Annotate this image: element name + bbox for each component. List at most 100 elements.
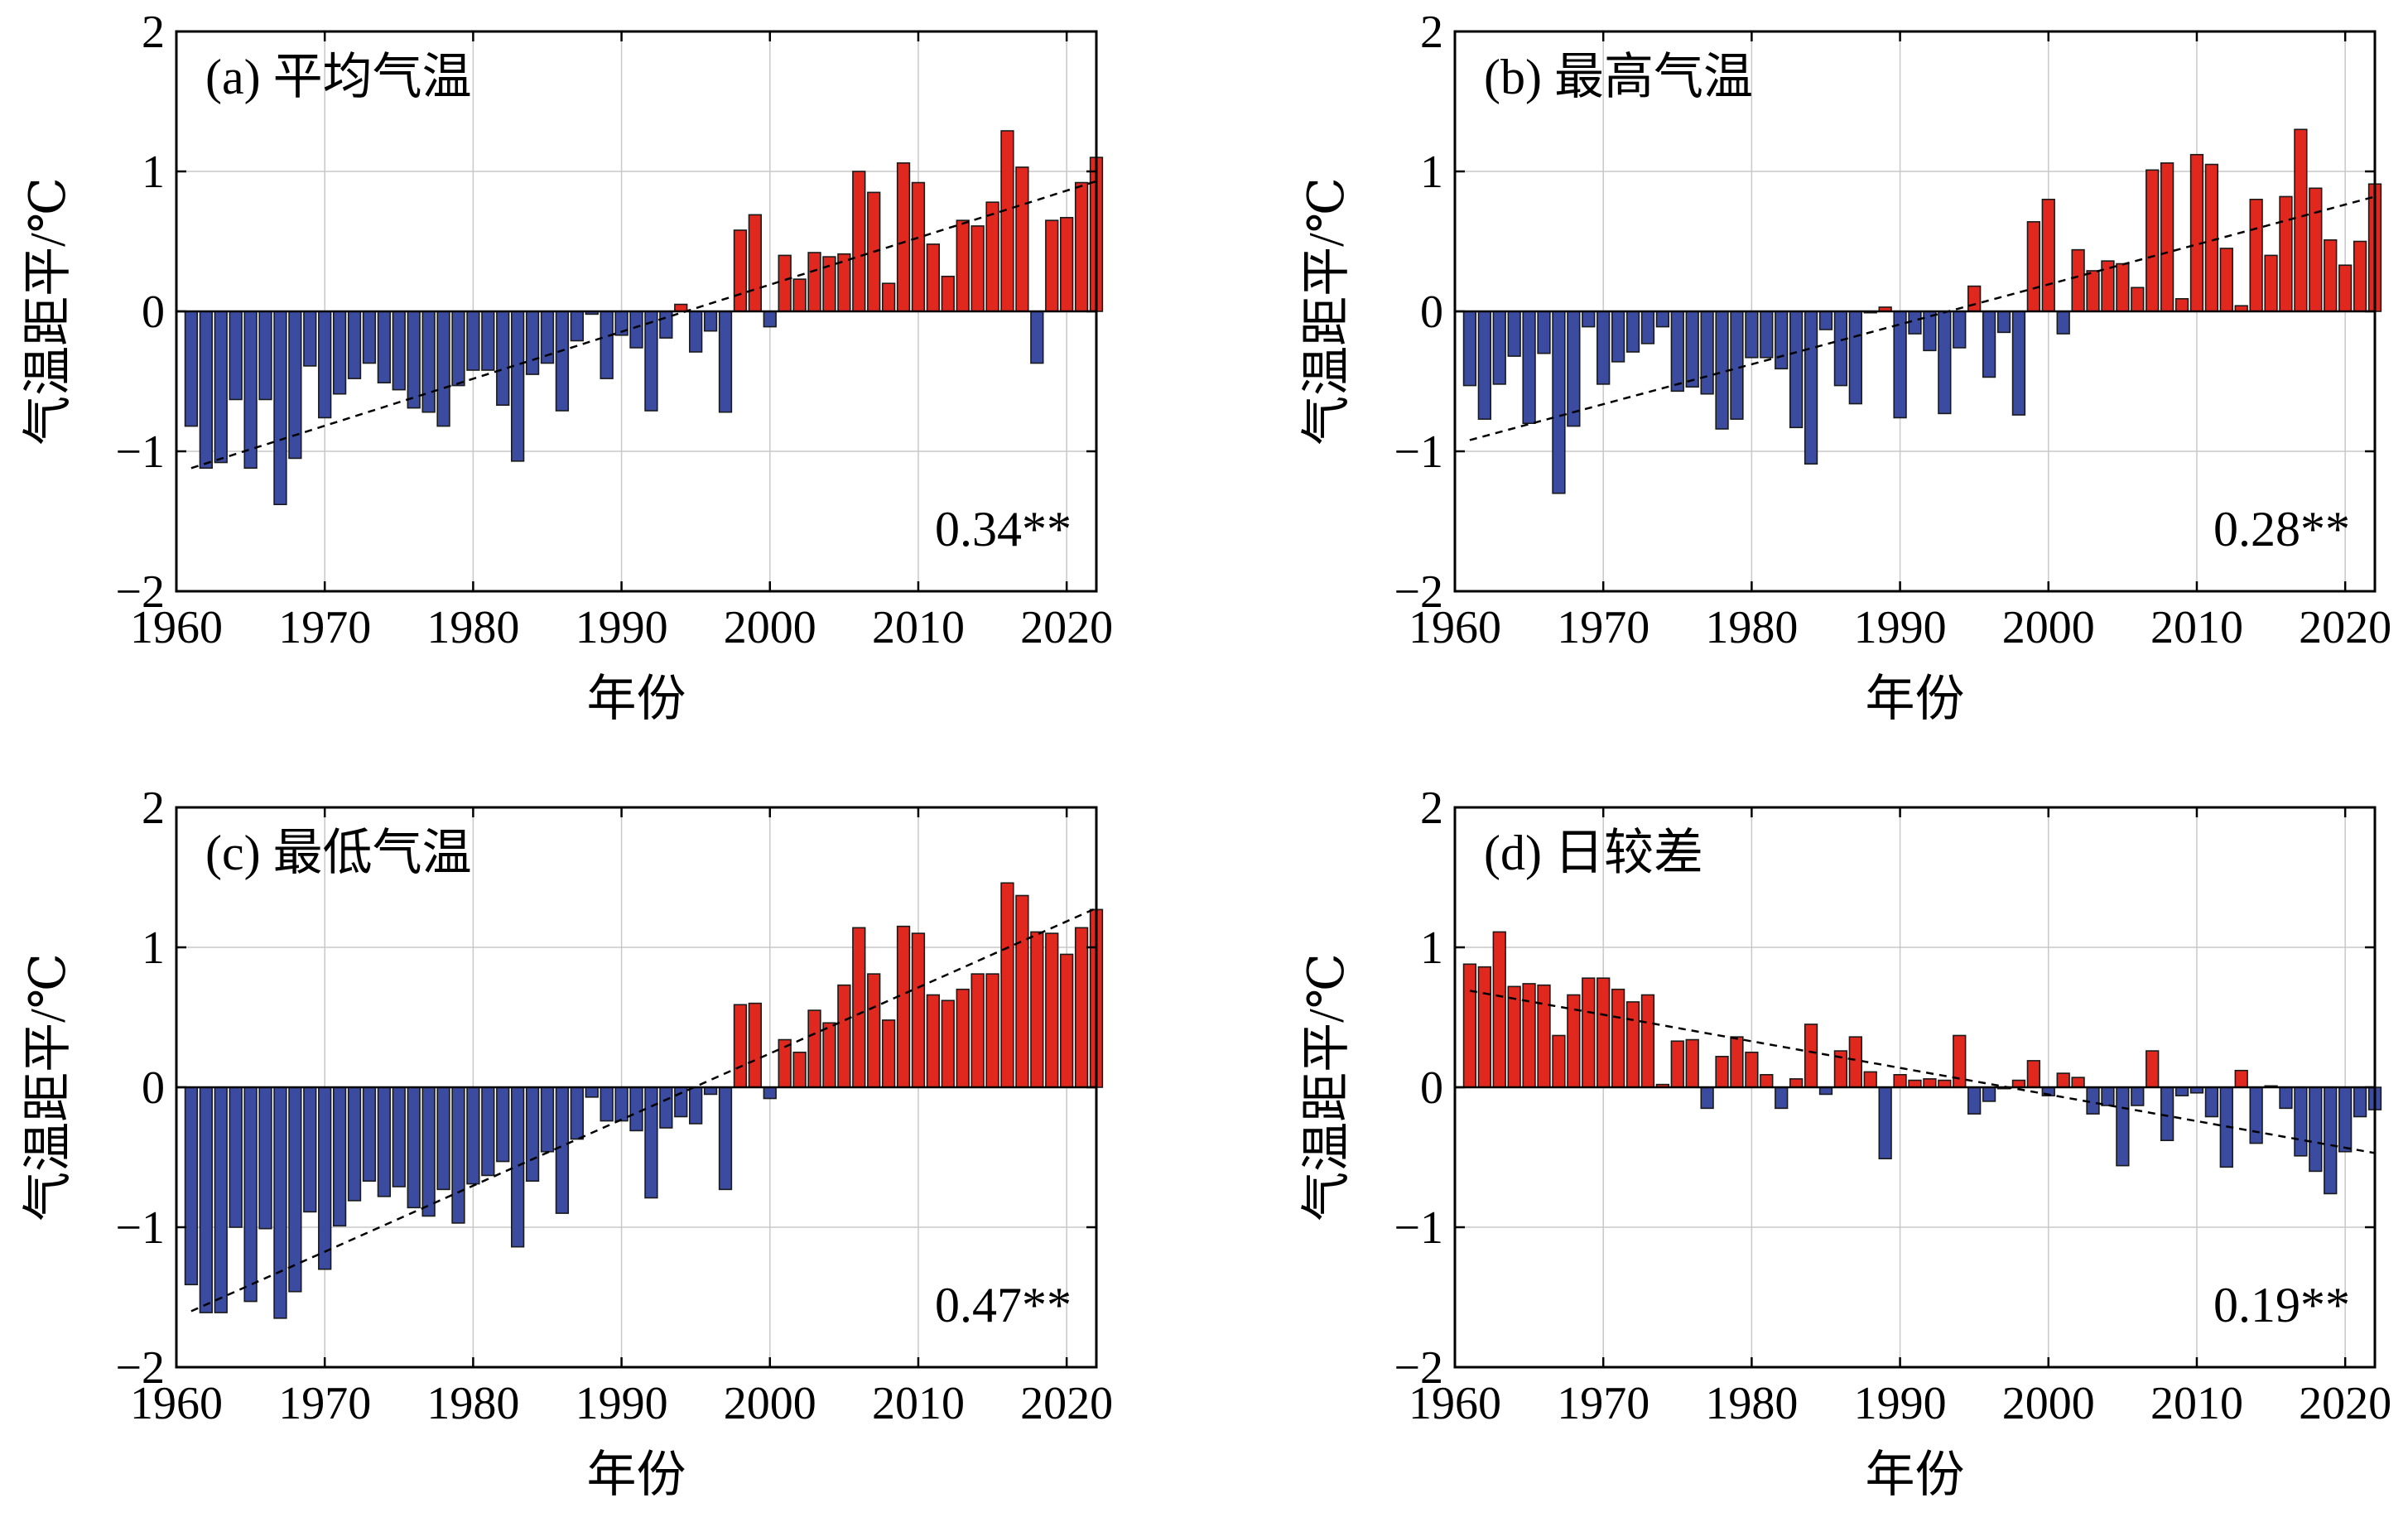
panel-d-bar-1967 — [1552, 1034, 1566, 1088]
panel-d-bar-2006 — [2131, 1086, 2145, 1106]
panel-c-bar-1981 — [481, 1086, 495, 1177]
panel-d-bar-1961 — [1462, 963, 1477, 1088]
panel-c: 1960 1970 1980 1990 2000 2010 2020 −2 −1 0 1 2 气温距平… — [21, 783, 1113, 1502]
panel-b-bar-1984 — [1804, 311, 1818, 465]
panel-d-ytick-label-2: 2 — [1420, 783, 1443, 834]
panel-a-bar-1966 — [258, 311, 272, 401]
panel-c-bar-1964 — [229, 1086, 243, 1228]
panel-a-bar-2017 — [1015, 166, 1029, 312]
panel-b: 1960 1970 1980 1990 2000 2010 2020 −2 −1 0 1 2 气温距平… — [1299, 7, 2391, 726]
panel-b-bar-2015 — [2264, 254, 2278, 312]
panel-d-bar-1983 — [1789, 1078, 1804, 1088]
panel-b-trend-line — [1469, 195, 2376, 441]
panel-d-bar-1984 — [1804, 1024, 1818, 1088]
panel-c-bar-1965 — [243, 1086, 258, 1303]
panel-c-bar-2005 — [837, 984, 851, 1088]
panel-b-ytick-label-0: 0 — [1420, 287, 1443, 338]
panel-c-bar-2012 — [941, 1000, 955, 1088]
panel-a-bar-1975 — [392, 311, 406, 391]
panel-d-bar-2021 — [2353, 1086, 2367, 1118]
panel-c-ylabel: 气温距平/℃ — [21, 953, 75, 1221]
panel-c-bar-1999 — [748, 1002, 763, 1088]
panel-c-bar-2013 — [956, 988, 970, 1088]
panel-b-bar-1962 — [1477, 311, 1491, 420]
panel-d-bar-2001 — [2056, 1072, 2070, 1088]
panel-d-bar-2014 — [2249, 1086, 2263, 1144]
panel-a-bar-1979 — [451, 311, 465, 387]
panel-a-bar-2018 — [1030, 311, 1044, 364]
panel-c-bar-2021 — [1074, 927, 1089, 1088]
panel-a-plot-area: 1960 1970 1980 1990 2000 2010 2020 −2 −1 0 1 2 — [115, 7, 1113, 653]
panel-d-bar-2002 — [2071, 1077, 2085, 1088]
panel-b-ytick-label-m1: −1 — [1394, 426, 1443, 478]
panel-c-bar-1983 — [510, 1086, 525, 1248]
panel-d-bar-1966 — [1537, 984, 1551, 1088]
panel-d-bar-1987 — [1848, 1036, 1862, 1088]
panel-a-bar-2016 — [1000, 130, 1014, 312]
panel-c-bar-1986 — [555, 1086, 570, 1214]
panel-c-bar-1972 — [347, 1086, 362, 1202]
panel-b-bar-1975 — [1670, 311, 1684, 393]
panel-d-bar-1996 — [1982, 1086, 1996, 1102]
panel-a-xtick-label-1970: 1970 — [278, 602, 371, 653]
panel-c-bar-2011 — [926, 994, 941, 1088]
panel-a-bar-2009 — [896, 162, 911, 312]
panel-b-bar-1961 — [1462, 311, 1477, 387]
panel-b-bar-1999 — [2026, 221, 2041, 312]
panel-b-bar-1979 — [1730, 311, 1744, 420]
panel-a-title: (a) 平均气温 — [205, 50, 472, 104]
panel-d-bar-1978 — [1715, 1056, 1729, 1088]
panel-a-bar-1980 — [466, 311, 480, 371]
panel-d-bar-1975 — [1670, 1040, 1684, 1088]
panel-d-ylabel: 气温距平/℃ — [1299, 953, 1354, 1221]
panel-b-bar-1971 — [1611, 311, 1625, 363]
panel-d-bar-1971 — [1611, 988, 1625, 1088]
panel-c-bar-2017 — [1015, 894, 1029, 1088]
panel-d-bar-1964 — [1507, 985, 1521, 1088]
panel-a-bar-1989 — [600, 311, 614, 379]
panel-d-bar-1965 — [1522, 983, 1536, 1088]
panel-a-bar-1984 — [525, 311, 540, 375]
panel-c-bar-1993 — [659, 1086, 673, 1129]
panel-a-bar-1964 — [229, 311, 243, 401]
panel-c-xtick-label-2000: 2000 — [724, 1378, 816, 1429]
panel-b-plot-area: 1960 1970 1980 1990 2000 2010 2020 −2 −1 0 1 2 — [1394, 7, 2391, 653]
panel-b-xtick-label-1980: 1980 — [1705, 602, 1798, 653]
panel-b-bar-1965 — [1522, 311, 1536, 424]
panel-b-title: (b) 最高气温 — [1484, 50, 1753, 104]
panel-d-bar-2005 — [2116, 1086, 2130, 1167]
panel-d-bar-1995 — [1967, 1086, 1982, 1115]
panel-a-bar-2020 — [1060, 216, 1074, 312]
panel-c-xlabel: 年份 — [587, 1448, 686, 1502]
panel-b-bar-1983 — [1789, 311, 1804, 429]
panel-a: 1960 1970 1980 1990 2000 2010 2020 −2 −1 0 1 2 气温距平… — [21, 7, 1113, 726]
panel-b-bar-2003 — [2086, 270, 2100, 312]
panel-d-ytick-label-0: 0 — [1420, 1062, 1443, 1114]
panel-b-bar-1969 — [1582, 311, 1596, 328]
panel-c-bar-2008 — [881, 1019, 896, 1088]
panel-b-bar-1985 — [1818, 311, 1833, 330]
panel-c-bar-1967 — [273, 1086, 287, 1319]
panel-d-bar-2016 — [2279, 1086, 2293, 1110]
panel-c-ytick-label-m1: −1 — [115, 1202, 165, 1254]
panel-c-ytick-label-1: 1 — [142, 922, 165, 974]
panel-c-bar-1977 — [421, 1086, 436, 1217]
panel-c-bar-1973 — [362, 1086, 377, 1183]
panel-d-xtick-label-1990: 1990 — [1854, 1378, 1947, 1429]
panel-a-bar-2003 — [807, 252, 821, 312]
panel-a-bar-1997 — [718, 311, 733, 413]
panel-b-xlabel: 年份 — [1866, 672, 1965, 726]
panel-d-bar-1999 — [2026, 1060, 2041, 1088]
panel-c-title: (c) 最低气温 — [205, 826, 472, 880]
panel-a-bar-1983 — [510, 311, 525, 462]
panel-b-bar-1981 — [1760, 311, 1774, 359]
panel-c-bar-1987 — [570, 1086, 584, 1140]
panel-d-bar-1968 — [1567, 994, 1581, 1088]
panel-a-bar-1993 — [659, 311, 673, 339]
panel-c-bar-1982 — [496, 1086, 510, 1163]
panel-c-bar-1974 — [377, 1086, 392, 1197]
panel-c-annotation: 0.47** — [935, 1278, 1072, 1332]
panel-b-annotation: 0.28** — [2213, 502, 2350, 556]
panel-c-bar-2003 — [807, 1009, 821, 1088]
panel-c-bar-2002 — [792, 1051, 807, 1088]
